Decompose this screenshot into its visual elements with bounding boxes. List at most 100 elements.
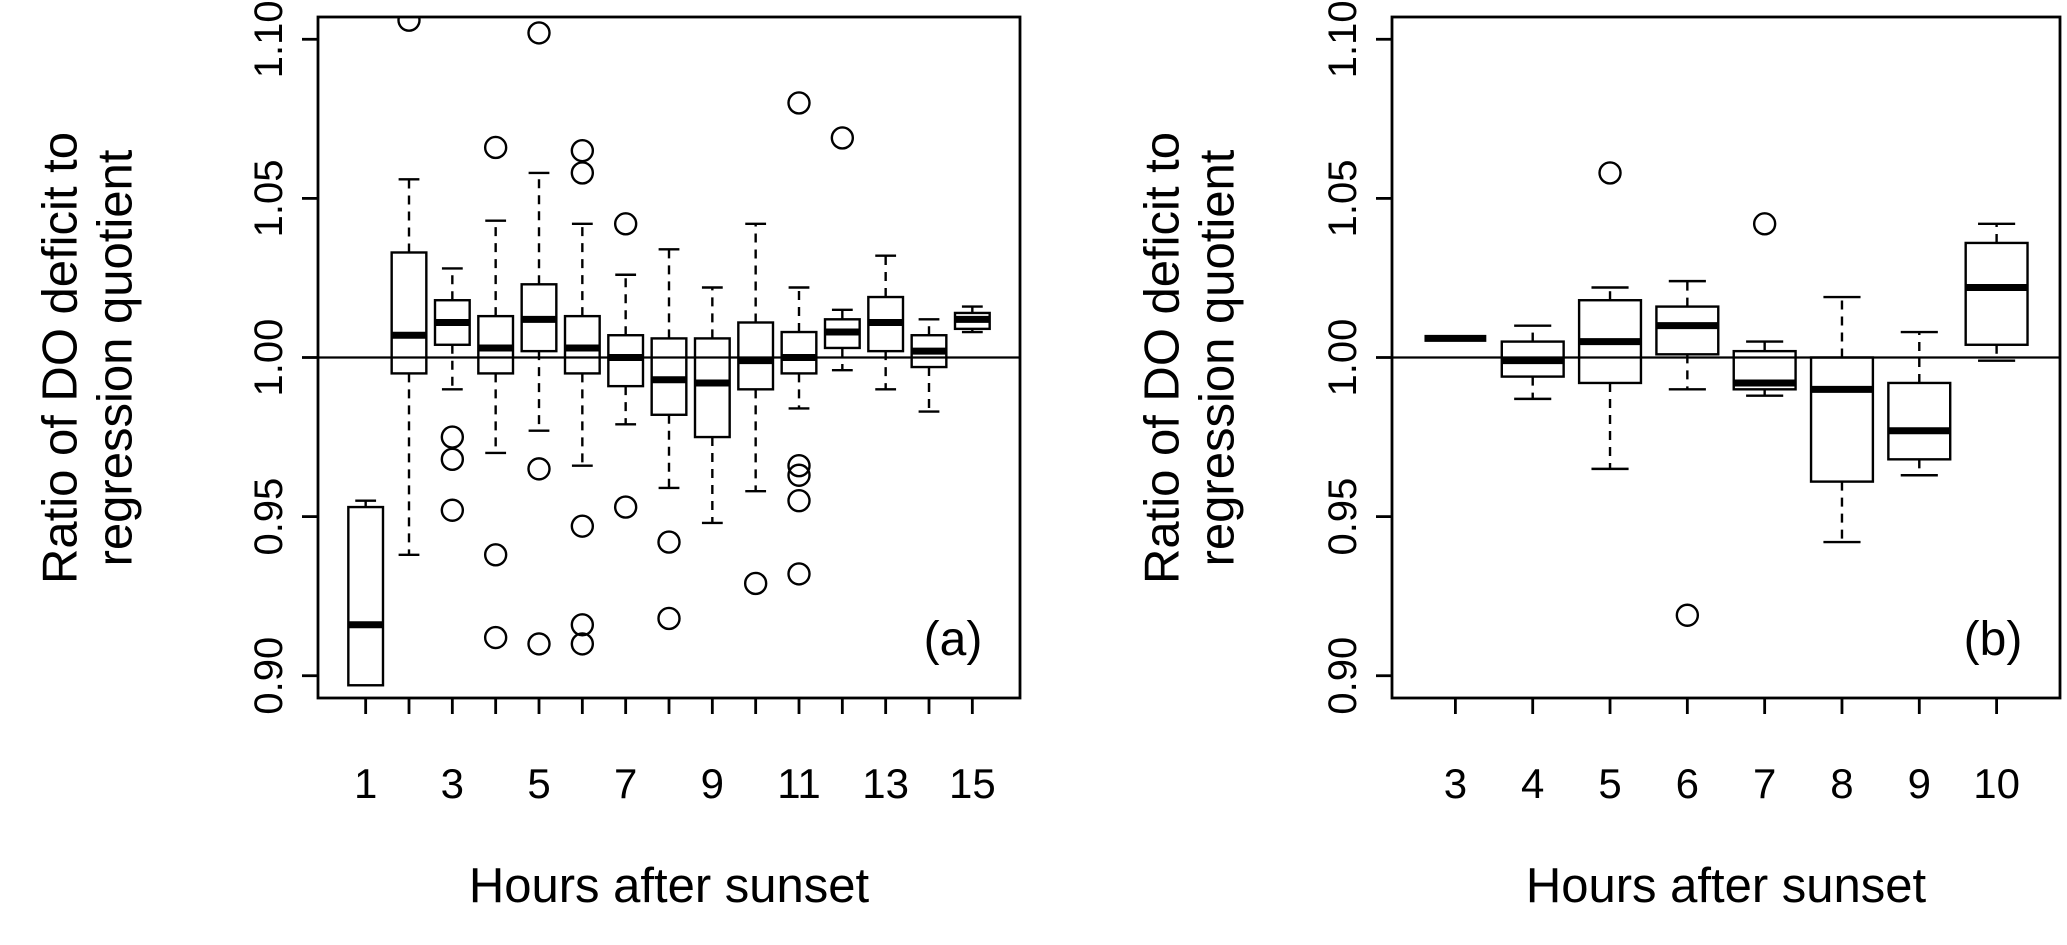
- iqr-box: [1887, 381, 1952, 461]
- outlier-point: [1752, 212, 1777, 236]
- boxplot-hour-10: [1964, 222, 2029, 362]
- outlier-point: [527, 632, 551, 656]
- boxplot-hour-12: [823, 126, 861, 372]
- panel-label-b: (b): [1963, 613, 2023, 666]
- outlier-point: [570, 138, 595, 163]
- outlier-point: [440, 498, 465, 522]
- x-tick-label: 1: [354, 760, 377, 807]
- y-tick-label: 1.00: [247, 319, 291, 397]
- outlier-point: [830, 126, 855, 150]
- outlier-point: [440, 425, 465, 449]
- boxplot-hour-5: [520, 21, 558, 656]
- y-axis-title-b: Ratio of DO deficit to regression quotie…: [1135, 131, 1245, 585]
- boxplot-hour-11: [780, 91, 818, 586]
- x-tick-label: 8: [1830, 760, 1853, 807]
- y-axis: 0.90 0.95 1.00 1.05 1.10: [1321, 0, 1392, 715]
- boxplot-hour-13: [867, 254, 905, 391]
- iqr-box: [780, 330, 818, 375]
- outlier-point: [440, 447, 465, 472]
- outlier-point: [483, 625, 508, 650]
- iqr-box: [1809, 356, 1875, 483]
- outlier-point: [570, 613, 595, 637]
- x-axis: 1 3 5 7 9 11 13 15: [354, 698, 996, 807]
- x-tick-label: 3: [1444, 760, 1467, 807]
- outlier-point: [1675, 603, 1700, 627]
- boxplot-hour-7: [1732, 212, 1797, 397]
- outlier-point: [613, 212, 638, 236]
- y-tick-label: 1.10: [247, 0, 291, 78]
- boxplot-hour-4: [477, 135, 515, 650]
- x-tick-label: 5: [1598, 760, 1621, 807]
- x-tick-label: 7: [1753, 760, 1776, 807]
- x-tick-label: 9: [701, 760, 724, 807]
- boxplot-hour-5: [1577, 161, 1643, 471]
- boxplot-hour-3: [433, 267, 471, 522]
- iqr-box: [737, 321, 775, 391]
- outlier-point: [787, 489, 811, 513]
- boxplot-hour-14: [910, 318, 948, 413]
- outlier-point: [570, 514, 595, 538]
- boxplot-hour-8: [1809, 295, 1875, 544]
- y-tick-label: 0.95: [1321, 478, 1365, 556]
- x-tick-label: 3: [441, 760, 464, 807]
- x-tick-label: 9: [1908, 760, 1931, 807]
- x-axis-title-b: Hours after sunset: [1525, 859, 1927, 913]
- iqr-box: [693, 337, 731, 439]
- outlier-point: [657, 530, 681, 554]
- plot-area: [318, 17, 1020, 687]
- outlier-point: [483, 543, 508, 567]
- outlier-point: [613, 495, 638, 519]
- y-axis: 0.90 0.95 1.00 1.05 1.10: [247, 0, 318, 715]
- y-tick-label: 1.10: [1321, 0, 1365, 78]
- y-tick-label: 0.90: [1321, 637, 1365, 715]
- boxplot-hour-6: [1655, 279, 1720, 627]
- x-axis: 3 4 5 6 7 8 9 10: [1444, 698, 2020, 807]
- boxplot-hour-9: [1887, 330, 1952, 477]
- y-axis-title-a: Ratio of DO deficit to regression quotie…: [33, 131, 143, 585]
- outlier-point: [1598, 161, 1622, 185]
- x-tick-label: 13: [862, 760, 909, 807]
- boxplot-hour-15: [953, 305, 991, 334]
- iqr-box: [1964, 241, 2029, 346]
- panel-a: 0.900.951.001.051.101 3 5 7 9 11 13 15: [247, 0, 1022, 807]
- y-tick-label: 0.95: [247, 478, 291, 556]
- x-tick-label: 7: [614, 760, 637, 807]
- y-tick-label: 1.05: [1321, 159, 1365, 237]
- outlier-point: [657, 606, 681, 631]
- outlier-point: [743, 571, 768, 596]
- outlier-point: [787, 453, 811, 478]
- outlier-point: [787, 562, 811, 586]
- y-tick-label: 1.00: [1321, 319, 1365, 397]
- x-tick-label: 15: [949, 760, 996, 807]
- panel-label-a: (a): [923, 613, 983, 666]
- y-tick-label: 0.90: [247, 637, 291, 715]
- outlier-point: [570, 632, 595, 656]
- outlier-point: [527, 21, 551, 45]
- boxplot-hour-7: [607, 212, 645, 519]
- iqr-box: [390, 251, 428, 375]
- boxplot-hour-9: [693, 286, 731, 525]
- x-tick-label: 5: [527, 760, 550, 807]
- x-axis-title-a: Hours after sunset: [468, 859, 870, 913]
- boxplot-hour-4: [1500, 324, 1565, 401]
- boxplot-hour-6: [563, 138, 601, 656]
- outlier-point: [527, 457, 551, 481]
- outlier-point: [483, 135, 508, 160]
- boxplot-hour-10: [737, 222, 775, 596]
- iqr-box: [1655, 305, 1720, 356]
- x-tick-label: 6: [1676, 760, 1699, 807]
- outlier-point: [397, 17, 421, 32]
- boxplot-hour-2: [390, 17, 428, 556]
- iqr-box: [347, 505, 385, 687]
- y-tick-label: 1.05: [247, 159, 291, 237]
- x-tick-label: 10: [1973, 760, 2020, 807]
- outlier-point: [570, 161, 595, 185]
- plot-area: [1392, 161, 2060, 627]
- outlier-point: [787, 91, 811, 115]
- boxplot-hour-1: [347, 499, 385, 687]
- x-tick-label: 4: [1521, 760, 1544, 807]
- x-tick-label: 11: [777, 760, 821, 807]
- outlier-point: [787, 463, 811, 487]
